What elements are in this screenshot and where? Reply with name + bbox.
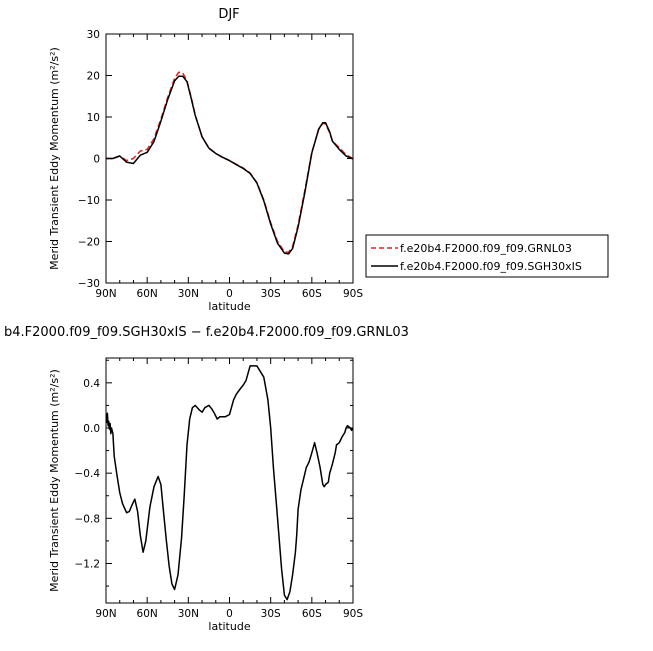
x-tick-label: 0 <box>226 608 233 620</box>
x-tick-label: 90N <box>95 608 116 620</box>
x-tick-label: 30S <box>261 608 281 620</box>
y-tick-label: −20 <box>78 237 100 249</box>
series-line-2 <box>106 75 353 255</box>
y-tick-label: −0.8 <box>75 513 101 525</box>
x-axis-label: latitude <box>208 620 250 633</box>
legend-label-1: f.e20b4.F2000.f09_f09.GRNL03 <box>400 242 572 255</box>
series-line-1 <box>106 71 353 254</box>
y-tick-label: 10 <box>87 112 100 124</box>
legend-label-2: f.e20b4.F2000.f09_f09.SGH30xIS <box>400 260 582 273</box>
y-tick-label: −1.2 <box>75 558 101 570</box>
y-tick-label: 20 <box>87 71 100 83</box>
legend-box <box>365 234 609 278</box>
x-tick-label: 30S <box>261 288 281 300</box>
x-tick-label: 60S <box>302 288 322 300</box>
plot-frame <box>105 33 354 284</box>
y-tick-label: 0 <box>93 154 100 166</box>
x-axis-label: latitude <box>208 300 250 313</box>
chart-title: b4.F2000.f09_f09.SGH30xIS − f.e20b4.F200… <box>4 325 409 340</box>
x-tick-label: 60N <box>137 608 158 620</box>
y-axis-label: Merid Transient Eddy Momentum (m²/s²) <box>48 47 61 270</box>
chart-panel-1: DJF 90N 60N 30N 0 30S 60S 90S latitude 30 20 10 0 −10… <box>48 7 609 313</box>
y-tick-label: 0.0 <box>83 423 100 435</box>
legend: f.e20b4.F2000.f09_f09.GRNL03 f.e20b4.F200… <box>365 234 609 278</box>
x-tick-label: 60N <box>137 288 158 300</box>
x-tick-label: 30N <box>178 288 199 300</box>
y-tick-label: 30 <box>87 29 100 41</box>
plot-frame <box>105 357 354 604</box>
y-tick-label: −10 <box>78 195 100 207</box>
series-line-1 <box>106 365 353 601</box>
x-tick-label: 0 <box>226 288 233 300</box>
y-tick-label: −0.4 <box>75 468 101 480</box>
x-tick-label: 60S <box>302 608 322 620</box>
x-tick-label: 30N <box>178 608 199 620</box>
x-tick-label: 90N <box>95 288 116 300</box>
x-tick-label: 90S <box>343 608 363 620</box>
y-tick-label: 0.4 <box>83 378 100 390</box>
y-axis-label: Merid Transient Eddy Momentum (m²/s²) <box>48 369 61 592</box>
chart-title: DJF <box>218 7 239 22</box>
x-tick-label: 90S <box>343 288 363 300</box>
y-tick-label: −30 <box>78 278 100 290</box>
chart-panel-2: b4.F2000.f09_f09.SGH30xIS − f.e20b4.F200… <box>4 325 409 633</box>
